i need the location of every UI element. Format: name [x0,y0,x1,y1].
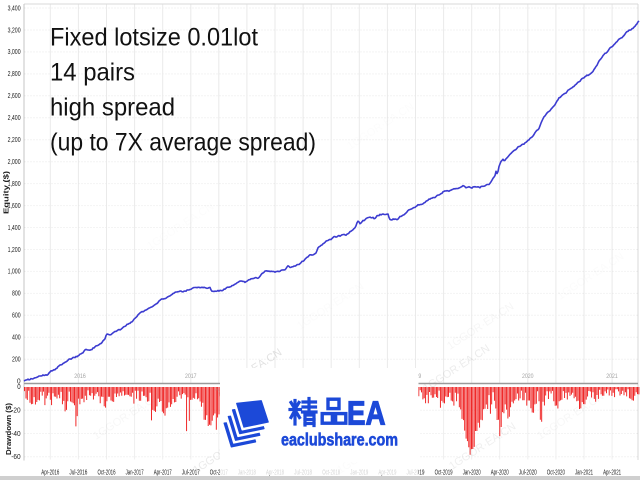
svg-text:2,400: 2,400 [8,113,21,122]
svg-text:2,000: 2,000 [8,157,21,166]
svg-text:Jul-2020: Jul-2020 [519,469,537,476]
svg-text:1,800: 1,800 [8,179,21,188]
svg-text:2,600: 2,600 [8,91,21,100]
svg-text:2017: 2017 [185,373,197,380]
svg-text:800: 800 [12,289,21,298]
svg-text:3,200: 3,200 [8,25,21,34]
svg-text:2016: 2016 [74,373,86,380]
svg-text:1,600: 1,600 [8,201,21,210]
svg-text:2,200: 2,200 [8,135,21,144]
svg-text:14 pairs: 14 pairs [50,59,135,87]
svg-text:Jan-2021: Jan-2021 [575,469,593,476]
svg-text:2021: 2021 [606,373,618,380]
svg-text:3,000: 3,000 [8,47,21,56]
svg-text:Jul-2017: Jul-2017 [182,469,200,476]
svg-text:Apr-2020: Apr-2020 [491,469,509,476]
svg-text:2,800: 2,800 [8,69,21,78]
svg-text:Oct-2019: Oct-2019 [435,469,453,476]
svg-text:2020: 2020 [522,373,534,380]
svg-text:Fixed lotsize 0.01lot: Fixed lotsize 0.01lot [50,24,258,52]
svg-text:Oct-2020: Oct-2020 [547,469,565,476]
svg-text:200: 200 [12,355,21,364]
svg-text:high spread: high spread [50,94,175,122]
svg-text:3,400: 3,400 [8,3,21,12]
svg-text:Apr-2021: Apr-2021 [603,469,621,476]
svg-text:Apr-2016: Apr-2016 [41,469,59,476]
svg-text:(up to 7X average spread): (up to 7X average spread) [50,129,316,157]
svg-text:600: 600 [12,311,21,320]
svg-text:0: 0 [17,382,20,391]
svg-text:-20: -20 [11,406,20,415]
svg-text:Drawdown ($): Drawdown ($) [6,403,13,455]
svg-text:EA: EA [347,395,386,432]
svg-text:Jul-2016: Jul-2016 [69,469,87,476]
svg-text:Jan-2017: Jan-2017 [126,469,144,476]
svg-text:eaclubshare.com: eaclubshare.com [281,430,398,450]
svg-text:Oct-2017: Oct-2017 [210,469,228,476]
svg-text:Equity ($): Equity ($) [4,171,11,214]
svg-text:1,400: 1,400 [8,223,21,232]
svg-text:-60: -60 [11,452,20,461]
svg-text:0: 0 [17,377,21,386]
svg-text:Jan-2020: Jan-2020 [463,469,481,476]
svg-text:400: 400 [12,333,21,342]
svg-text:Oct-2016: Oct-2016 [98,469,116,476]
svg-text:1,000: 1,000 [8,267,21,276]
svg-text:Apr-2017: Apr-2017 [154,469,172,476]
svg-text:-40: -40 [11,429,20,438]
svg-text:1,200: 1,200 [8,245,21,254]
